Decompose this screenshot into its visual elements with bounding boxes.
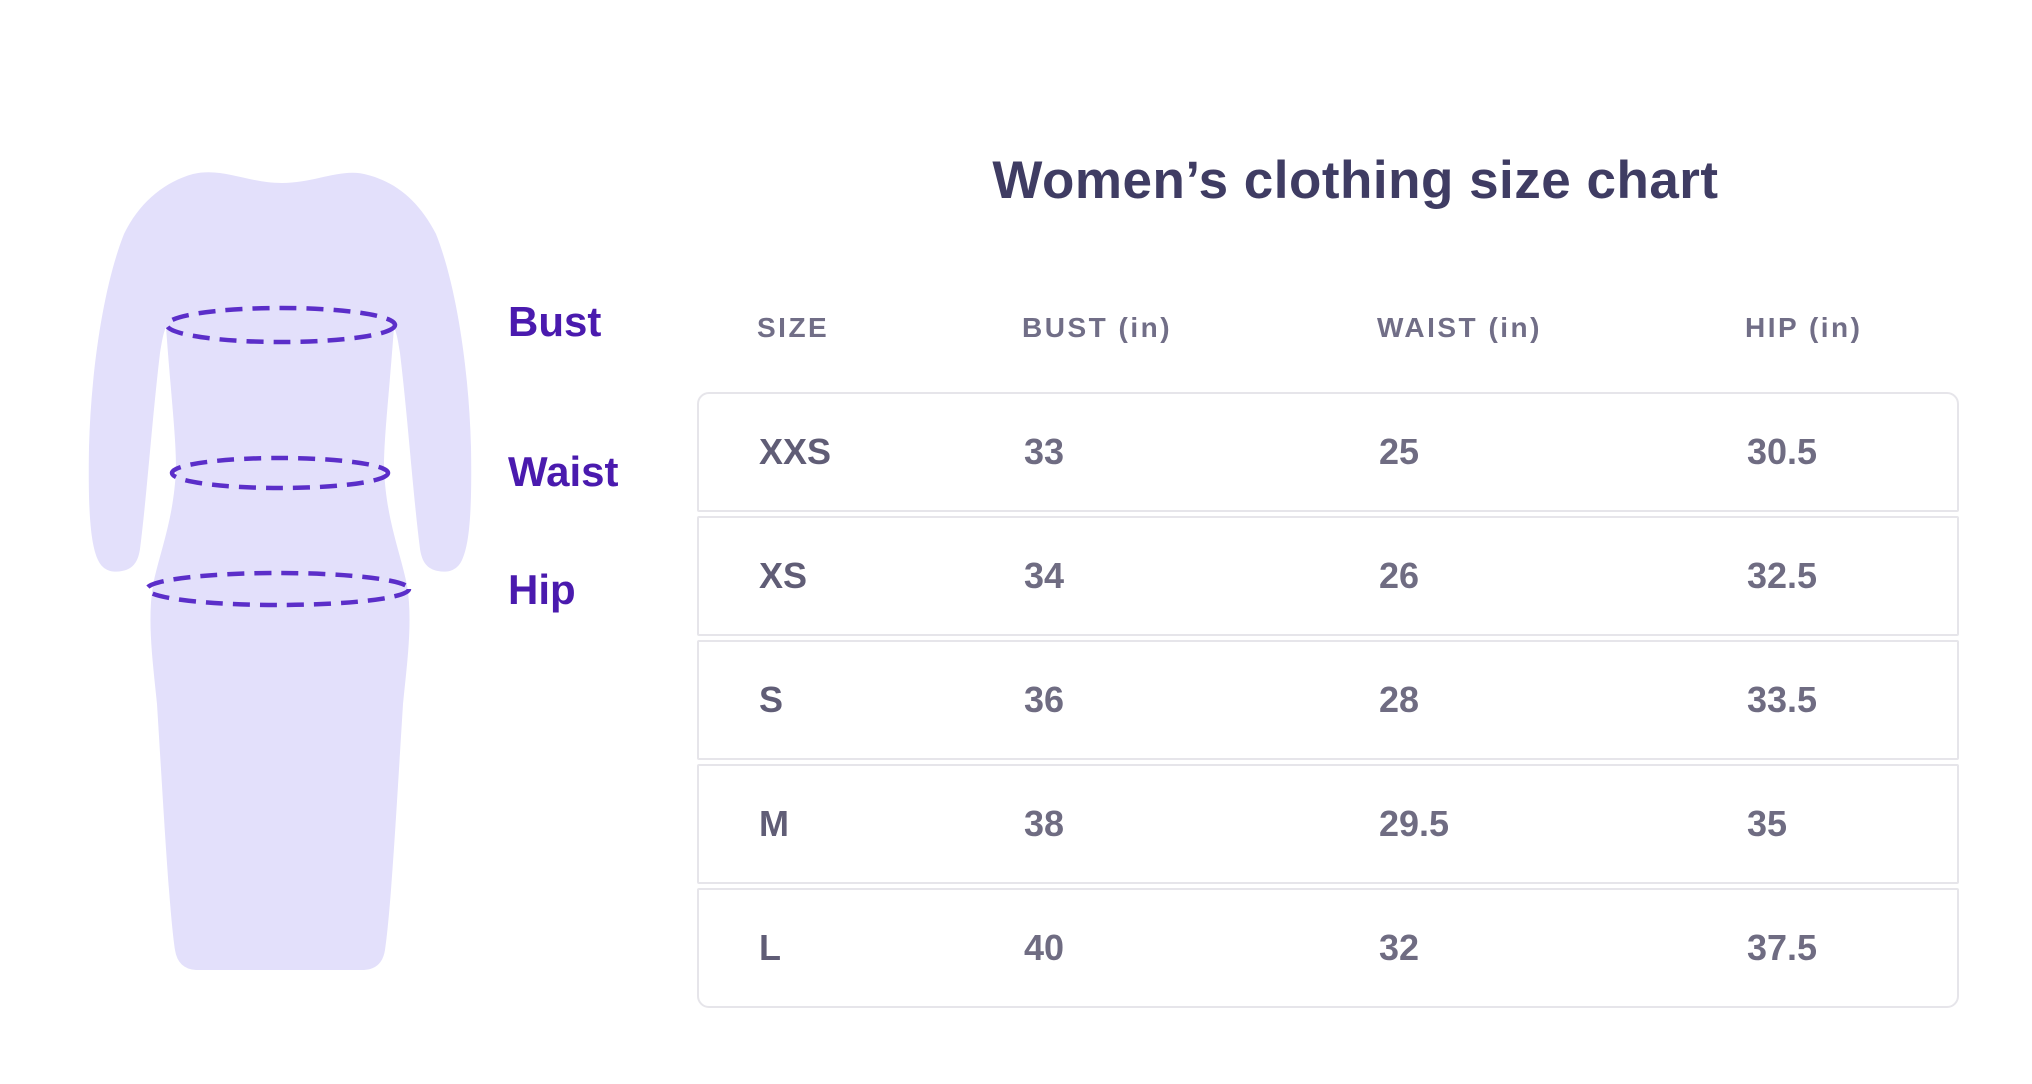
waist-cell: 29.5 [1379,803,1450,844]
waist-cell: 25 [1379,431,1420,472]
table-row: XXS 33 25 30.5 [697,392,1959,512]
page-title: Women’s clothing size chart [992,151,1719,210]
size-cell: L [759,927,781,968]
waist-label: Waist [508,448,619,495]
hip-label: Hip [508,566,576,613]
bust-label: Bust [508,298,602,345]
hip-measure-ellipse [144,570,412,608]
dress-silhouette [88,172,472,970]
dress-illustration [88,172,472,970]
column-header-hip: HIP (in) [1745,312,1863,343]
hip-cell: 33.5 [1747,679,1818,720]
bust-cell: 38 [1024,803,1065,844]
table-row: L 40 32 37.5 [697,888,1959,1008]
bust-cell: 36 [1024,679,1065,720]
table-row: M 38 29.5 35 [697,764,1959,884]
size-table: XXS 33 25 30.5 XS 34 26 32.5 S 36 28 33.… [697,392,1959,1012]
bust-cell: 34 [1024,555,1065,596]
size-cell: M [759,803,789,844]
column-header-size: SIZE [757,312,830,343]
waist-measure-ellipse [169,455,391,491]
size-cell: XS [759,555,808,596]
bust-cell: 40 [1024,927,1065,968]
table-row: S 36 28 33.5 [697,640,1959,760]
hip-cell: 37.5 [1747,927,1818,968]
bust-cell: 33 [1024,431,1065,472]
column-header-bust: BUST (in) [1022,312,1173,343]
table-row: XS 34 26 32.5 [697,516,1959,636]
waist-cell: 28 [1379,679,1420,720]
hip-cell: 35 [1747,803,1788,844]
table-header-row: SIZE BUST (in) WAIST (in) HIP (in) [697,312,1959,344]
bust-measure-ellipse [164,305,398,345]
hip-cell: 30.5 [1747,431,1818,472]
waist-cell: 32 [1379,927,1420,968]
column-header-waist: WAIST (in) [1377,312,1542,343]
size-cell: XXS [759,431,832,472]
size-cell: S [759,679,784,720]
hip-cell: 32.5 [1747,555,1818,596]
waist-cell: 26 [1379,555,1420,596]
